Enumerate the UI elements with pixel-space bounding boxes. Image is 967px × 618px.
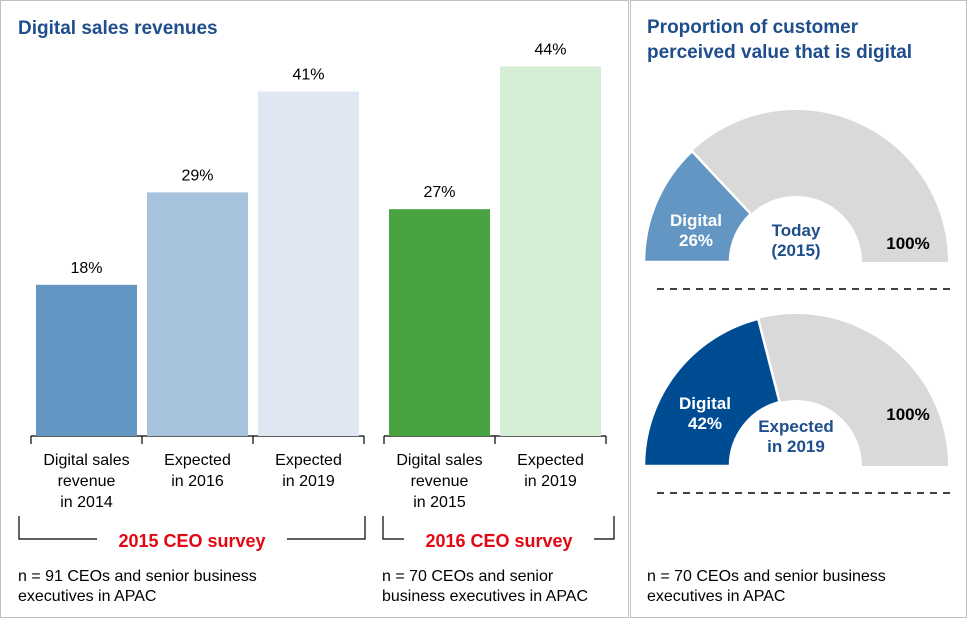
right-panel-title-line-2: perceived value that is digital [647, 42, 912, 63]
gauge-2019-digital-label: Digital [679, 394, 731, 413]
gauge-today-digital-label: 26% [679, 231, 713, 250]
gauge-today-total-label: 100% [886, 234, 929, 253]
bars-2016-category-label-2: in 2019 [524, 473, 577, 490]
right-panel-border [630, 0, 967, 618]
bars-2016-bar-1 [389, 209, 490, 436]
gauge-2019-center-label: Expected [758, 417, 834, 436]
bar-group-2016-survey: 27% Digital sales revenue in 2015 44% Expecte… [383, 41, 607, 511]
gauge-today-center-label: (2015) [771, 241, 820, 260]
bars-2016-value-label-2: 44% [534, 41, 566, 58]
bars-2016-category-label-2: Expected [517, 452, 584, 469]
gauge-2019-digital-label: 42% [688, 414, 722, 433]
right-note-line-2: executives in APAC [647, 588, 785, 605]
note-2016-line-1: n = 70 CEOs and senior [382, 568, 554, 585]
survey-2016-label: 2016 CEO survey [425, 531, 572, 551]
bracket-2015-right [287, 516, 366, 540]
survey-2015-label: 2015 CEO survey [118, 531, 265, 551]
gauge-today-center-label: Today [772, 221, 821, 240]
bar-group-2015-survey: 18% Digital sales revenue in 2014 29% Expecte… [30, 67, 365, 511]
bracket-2016-left [382, 516, 404, 540]
gauge-2019-total-label: 100% [886, 405, 929, 424]
bars-2015-value-label-1: 18% [70, 260, 102, 277]
bars-2015-value-label-2: 29% [181, 167, 213, 184]
left-panel-title: Digital sales revenues [18, 18, 218, 39]
bars-2015-bar-3 [258, 91, 359, 436]
bars-2016-category-label-1: Digital sales [396, 452, 482, 469]
bars-2016-category-label-1: revenue [411, 473, 469, 490]
bars-2016-bar-2 [500, 66, 601, 437]
gauge-2019-center-label: in 2019 [767, 437, 825, 456]
bars-2015-category-label-1: revenue [58, 473, 116, 490]
right-note-line-1: n = 70 CEOs and senior business [647, 568, 886, 585]
bars-2016-value-label-1: 27% [423, 184, 455, 201]
gauge-2019-digital-slice [642, 317, 782, 468]
bars-2015-category-label-3: in 2019 [282, 473, 335, 490]
bars-2015-category-label-2: in 2016 [171, 473, 224, 490]
bars-2015-category-label-1: in 2014 [60, 494, 113, 511]
bracket-2016-right [594, 516, 615, 540]
bars-2015-bar-1 [36, 284, 137, 436]
bars-2016-category-label-1: in 2015 [413, 494, 466, 511]
gauge-today-digital-label: Digital [670, 211, 722, 230]
bars-2015-category-label-1: Digital sales [43, 452, 129, 469]
note-2015-line-1: n = 91 CEOs and senior business [18, 568, 257, 585]
bars-2015-category-label-3: Expected [275, 452, 342, 469]
note-2016-line-2: business executives in APAC [382, 588, 588, 605]
gauge-today-digital-slice [642, 149, 753, 264]
right-panel-title-line-1: Proportion of customer [647, 17, 859, 38]
note-2015-line-2: executives in APAC [18, 588, 156, 605]
bars-2015-category-label-2: Expected [164, 452, 231, 469]
bars-2015-bar-2 [147, 192, 248, 436]
bracket-2015-left [18, 516, 97, 540]
bars-2015-value-label-3: 41% [292, 67, 324, 84]
